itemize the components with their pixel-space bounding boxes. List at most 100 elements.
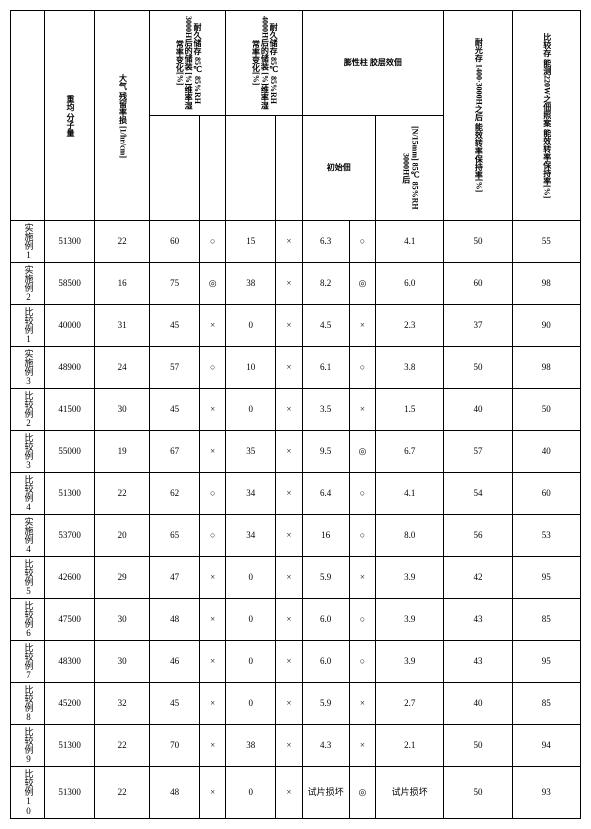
cell-8: 43 [444,599,512,641]
cell-8: 54 [444,473,512,515]
cell-atm: 22 [95,767,150,819]
cell-9: 55 [512,221,580,263]
cell-mw: 48300 [45,641,95,683]
cell-9: 85 [512,599,580,641]
cell-3b: × [200,389,226,431]
cell-4a: 0 [226,767,276,819]
cell-atm: 22 [95,221,150,263]
cell-4a: 0 [226,557,276,599]
row-label: 比较例2 [11,389,45,431]
cell-5b: ○ [349,641,375,683]
cell-5a: 4.5 [302,305,349,347]
table-row: 实施例4537002065○34×16○8.05653 [11,515,581,557]
table-row: 比较例10513002248×0×试片损坏◎试片损坏5093 [11,767,581,819]
cell-3a: 70 [150,725,200,767]
cell-3b: × [200,767,226,819]
cell-6: 6.0 [376,263,444,305]
cell-9: 95 [512,557,580,599]
cell-4b: × [276,767,302,819]
cell-4b: × [276,263,302,305]
cell-mw: 51300 [45,473,95,515]
cell-3a: 48 [150,767,200,819]
cell-5a: 6.0 [302,599,349,641]
cell-8: 56 [444,515,512,557]
cell-3b: ○ [200,515,226,557]
cell-4b: × [276,725,302,767]
cell-5b: ○ [349,221,375,263]
data-table: 重均 分子量 大气 残留率损 [1/hr/cm] 耐久储存 85℃ 85%RH … [10,10,581,819]
cell-6: 3.9 [376,557,444,599]
col-header-group5: 膨性柱 胶层效佃 [302,11,444,116]
row-label: 比较例4 [11,473,45,515]
cell-9: 98 [512,347,580,389]
cell-5a: 4.3 [302,725,349,767]
cell-5a: 5.9 [302,557,349,599]
row-label: 实施例1 [11,221,45,263]
cell-4b: × [276,641,302,683]
cell-atm: 22 [95,725,150,767]
cell-atm: 16 [95,263,150,305]
cell-8: 57 [444,431,512,473]
table-row: 比较例8452003245×0×5.9×2.74085 [11,683,581,725]
cell-3a: 57 [150,347,200,389]
col-header-9: 比较存 能测220W之佃照案 能效转率保持率[%] [512,11,580,221]
col-header-mw: 重均 分子量 [45,11,95,221]
cell-5a: 3.5 [302,389,349,431]
table-row: 实施例3489002457○10×6.1○3.85098 [11,347,581,389]
table-row: 比较例3550001967×35×9.5◎6.75740 [11,431,581,473]
table-row: 比较例1400003145×0×4.5×2.33790 [11,305,581,347]
cell-5b: × [349,389,375,431]
table-row: 比较例5426002947×0×5.9×3.94295 [11,557,581,599]
row-label: 比较例1 [11,305,45,347]
cell-6: 试片损坏 [376,767,444,819]
col-header-group3: 耐久储存 85℃ 85%RH 3000H后的储装 [%]维率湿常率变化[%] [150,11,226,116]
cell-6: 3.9 [376,599,444,641]
cell-mw: 47500 [45,599,95,641]
col-header-8: 耐光存 1400·3000H之后 能效转率保持率[%] [444,11,512,221]
cell-3a: 48 [150,599,200,641]
table-row: 比较例9513002270×38×4.3×2.15094 [11,725,581,767]
cell-3a: 45 [150,305,200,347]
cell-6: 2.7 [376,683,444,725]
cell-mw: 48900 [45,347,95,389]
cell-atm: 31 [95,305,150,347]
cell-6: 3.8 [376,347,444,389]
blank-header [11,11,45,221]
cell-atm: 29 [95,557,150,599]
cell-4a: 0 [226,599,276,641]
cell-6: 6.7 [376,431,444,473]
cell-4a: 15 [226,221,276,263]
row-label: 比较例10 [11,767,45,819]
cell-atm: 30 [95,389,150,431]
col-sub-4a [226,116,276,221]
cell-3b: × [200,725,226,767]
row-label: 实施例2 [11,263,45,305]
cell-9: 90 [512,305,580,347]
row-label: 比较例6 [11,599,45,641]
cell-4b: × [276,473,302,515]
cell-4b: × [276,347,302,389]
cell-atm: 32 [95,683,150,725]
col-sub-3b [200,116,226,221]
cell-mw: 51300 [45,221,95,263]
cell-mw: 40000 [45,305,95,347]
cell-5a: 5.9 [302,683,349,725]
cell-3a: 45 [150,389,200,431]
cell-5a: 6.1 [302,347,349,389]
cell-3a: 45 [150,683,200,725]
cell-8: 40 [444,683,512,725]
cell-4b: × [276,221,302,263]
cell-5b: × [349,305,375,347]
cell-5b: ○ [349,347,375,389]
cell-9: 95 [512,641,580,683]
cell-atm: 22 [95,473,150,515]
cell-3b: × [200,599,226,641]
cell-3a: 65 [150,515,200,557]
cell-8: 60 [444,263,512,305]
cell-4b: × [276,683,302,725]
col-sub-3a [150,116,200,221]
cell-4a: 38 [226,725,276,767]
cell-3b: ◎ [200,263,226,305]
cell-4b: × [276,557,302,599]
cell-9: 60 [512,473,580,515]
